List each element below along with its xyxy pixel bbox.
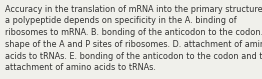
Text: ribosomes to mRNA. B. bonding of the anticodon to the codon. C.: ribosomes to mRNA. B. bonding of the ant… <box>5 28 262 37</box>
Text: a polypeptide depends on specificity in the A. binding of: a polypeptide depends on specificity in … <box>5 16 236 25</box>
Text: shape of the A and P sites of ribosomes. D. attachment of amino: shape of the A and P sites of ribosomes.… <box>5 40 262 49</box>
Text: Accuracy in the translation of mRNA into the primary structure of: Accuracy in the translation of mRNA into… <box>5 5 262 14</box>
Text: attachment of amino acids to tRNAs.: attachment of amino acids to tRNAs. <box>5 63 156 72</box>
Text: acids to tRNAs. E. bonding of the anticodon to the codon and the: acids to tRNAs. E. bonding of the antico… <box>5 52 262 61</box>
